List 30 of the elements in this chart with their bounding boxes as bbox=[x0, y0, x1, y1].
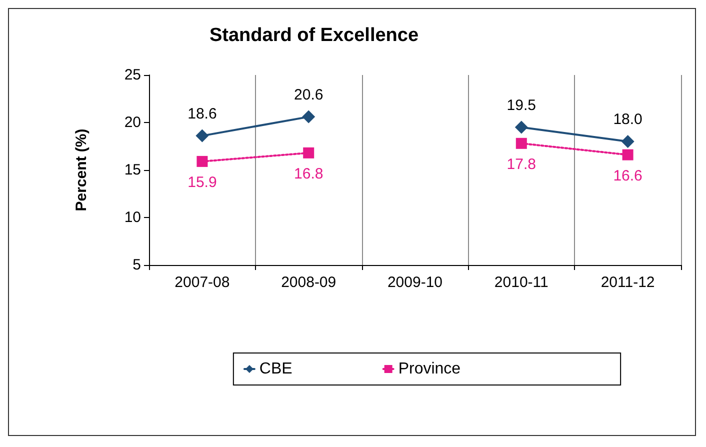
data-label: 16.6 bbox=[613, 167, 642, 184]
y-tick-label: 25 bbox=[124, 66, 141, 84]
point bbox=[516, 138, 527, 149]
point bbox=[196, 156, 208, 167]
x-tick-label: 2011-12 bbox=[600, 274, 655, 291]
y-tick-label: 5 bbox=[132, 256, 141, 274]
point bbox=[196, 129, 209, 142]
x-tick-label: 2008-09 bbox=[281, 274, 336, 291]
point bbox=[303, 147, 314, 158]
legend-label: Province bbox=[398, 360, 461, 378]
data-label: 18.6 bbox=[188, 105, 217, 122]
y-tick-label: 10 bbox=[124, 209, 141, 226]
y-tick-label: 15 bbox=[124, 162, 141, 178]
data-label: 15.9 bbox=[188, 174, 217, 191]
point bbox=[514, 120, 528, 134]
x-tick-label: 2007-08 bbox=[174, 274, 230, 291]
y-axis-title: Percent (%) bbox=[73, 128, 90, 212]
point bbox=[302, 110, 316, 124]
y-tick-label: 20 bbox=[124, 114, 141, 131]
data-label: 16.8 bbox=[294, 165, 324, 182]
point bbox=[622, 149, 634, 160]
data-label: 18.0 bbox=[613, 111, 642, 128]
x-tick-label: 2009-10 bbox=[387, 274, 443, 291]
data-label: 19.5 bbox=[506, 96, 536, 114]
data-label: 17.8 bbox=[506, 156, 536, 173]
chart-title: Standard of Excellence bbox=[209, 25, 419, 46]
legend-label: CBE bbox=[259, 360, 292, 378]
x-tick-label: 2010-11 bbox=[494, 274, 548, 291]
data-label: 20.6 bbox=[294, 86, 324, 104]
point bbox=[621, 135, 634, 148]
